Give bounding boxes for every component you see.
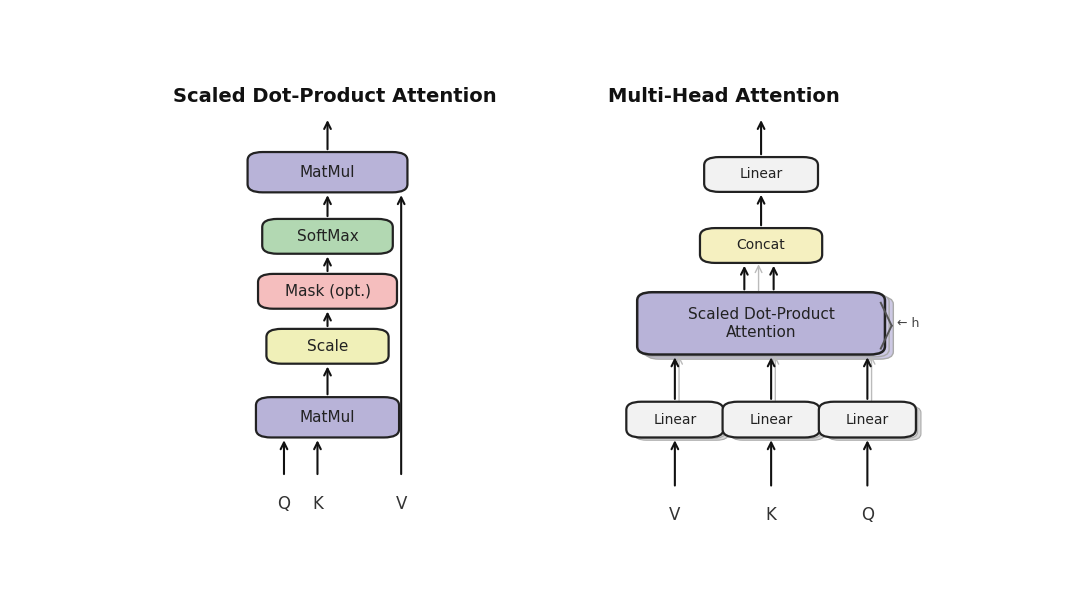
FancyBboxPatch shape <box>704 157 818 192</box>
Text: ← h: ← h <box>896 317 919 330</box>
FancyBboxPatch shape <box>700 228 822 263</box>
FancyBboxPatch shape <box>827 406 921 440</box>
Text: V: V <box>670 506 680 524</box>
FancyBboxPatch shape <box>723 402 820 437</box>
Text: Scaled Dot-Product
Attention: Scaled Dot-Product Attention <box>688 307 835 340</box>
FancyBboxPatch shape <box>258 274 397 309</box>
Text: Multi-Head Attention: Multi-Head Attention <box>608 87 839 107</box>
FancyBboxPatch shape <box>256 397 400 437</box>
Text: SoftMax: SoftMax <box>297 229 359 244</box>
FancyBboxPatch shape <box>247 152 407 192</box>
Text: Linear: Linear <box>846 412 889 427</box>
Text: Scaled Dot-Product Attention: Scaled Dot-Product Attention <box>173 87 497 107</box>
Text: Mask (opt.): Mask (opt.) <box>284 284 370 299</box>
Text: K: K <box>312 495 323 513</box>
FancyBboxPatch shape <box>646 297 893 359</box>
FancyBboxPatch shape <box>728 405 821 439</box>
Text: MatMul: MatMul <box>300 410 355 425</box>
Text: Linear: Linear <box>740 167 783 181</box>
FancyBboxPatch shape <box>626 402 724 437</box>
FancyBboxPatch shape <box>637 292 885 355</box>
FancyBboxPatch shape <box>267 329 389 364</box>
FancyBboxPatch shape <box>731 406 825 440</box>
Text: Linear: Linear <box>750 412 793 427</box>
FancyBboxPatch shape <box>635 406 728 440</box>
FancyBboxPatch shape <box>819 402 916 437</box>
FancyBboxPatch shape <box>642 295 889 357</box>
Text: Linear: Linear <box>653 412 697 427</box>
FancyBboxPatch shape <box>824 405 918 439</box>
Text: V: V <box>395 495 407 513</box>
Text: MatMul: MatMul <box>300 165 355 180</box>
Text: Q: Q <box>278 495 291 513</box>
Text: K: K <box>766 506 777 524</box>
Text: Concat: Concat <box>737 239 785 252</box>
FancyBboxPatch shape <box>262 219 393 253</box>
Text: Scale: Scale <box>307 339 348 354</box>
FancyBboxPatch shape <box>632 405 725 439</box>
Text: Q: Q <box>861 506 874 524</box>
